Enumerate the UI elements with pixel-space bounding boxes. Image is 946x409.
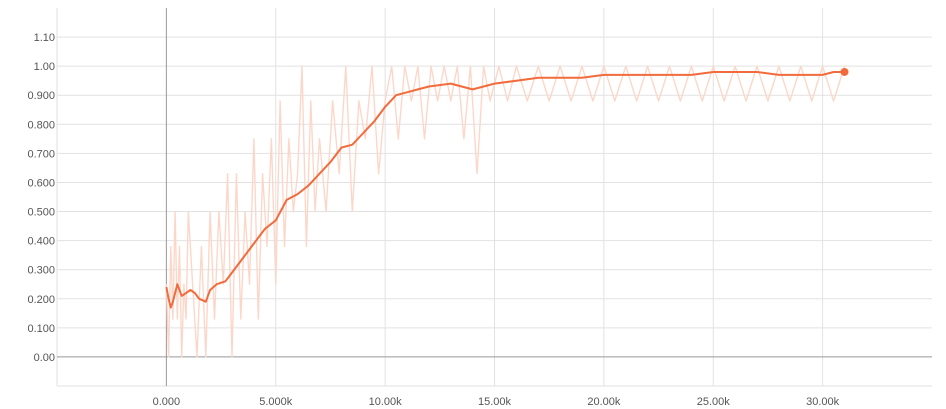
y-tick-label: 0.500 bbox=[27, 207, 55, 219]
x-tick-label: 5.000k bbox=[259, 396, 293, 408]
y-tick-label: 0.300 bbox=[27, 265, 55, 277]
x-axis-tick-labels: 0.000 5.000k 10.00k 15.00k 20.00k 25.00k 30.00… bbox=[153, 396, 840, 408]
y-tick-label: 0.700 bbox=[27, 148, 55, 160]
grid bbox=[56, 8, 932, 387]
series-endpoint-marker[interactable] bbox=[840, 67, 849, 76]
x-tick-label: 30.00k bbox=[806, 396, 840, 408]
axes bbox=[57, 8, 932, 386]
y-tick-label: 0.200 bbox=[27, 294, 55, 306]
y-tick-label: 0.600 bbox=[27, 177, 55, 189]
y-axis-tick-labels: 0.00 0.100 0.200 0.300 0.400 0.500 0.600 0.700 0… bbox=[27, 32, 55, 364]
y-tick-label: 0.400 bbox=[27, 236, 55, 248]
x-tick-label: 15.00k bbox=[478, 396, 512, 408]
smoothed-series-line bbox=[165, 71, 845, 309]
y-tick-label: 1.10 bbox=[34, 32, 55, 44]
x-tick-label: 10.00k bbox=[369, 396, 403, 408]
raw-series bbox=[165, 65, 846, 358]
y-tick-label: 0.100 bbox=[27, 323, 55, 335]
raw-series-line bbox=[165, 65, 846, 358]
x-tick-label: 0.000 bbox=[153, 396, 181, 408]
x-tick-label: 25.00k bbox=[697, 396, 731, 408]
y-tick-label: 1.00 bbox=[34, 61, 55, 73]
x-tick-label: 20.00k bbox=[587, 396, 621, 408]
y-tick-label: 0.00 bbox=[34, 352, 55, 364]
y-tick-label: 0.800 bbox=[27, 119, 55, 131]
y-tick-label: 0.900 bbox=[27, 90, 55, 102]
smoothed-series bbox=[165, 67, 849, 309]
